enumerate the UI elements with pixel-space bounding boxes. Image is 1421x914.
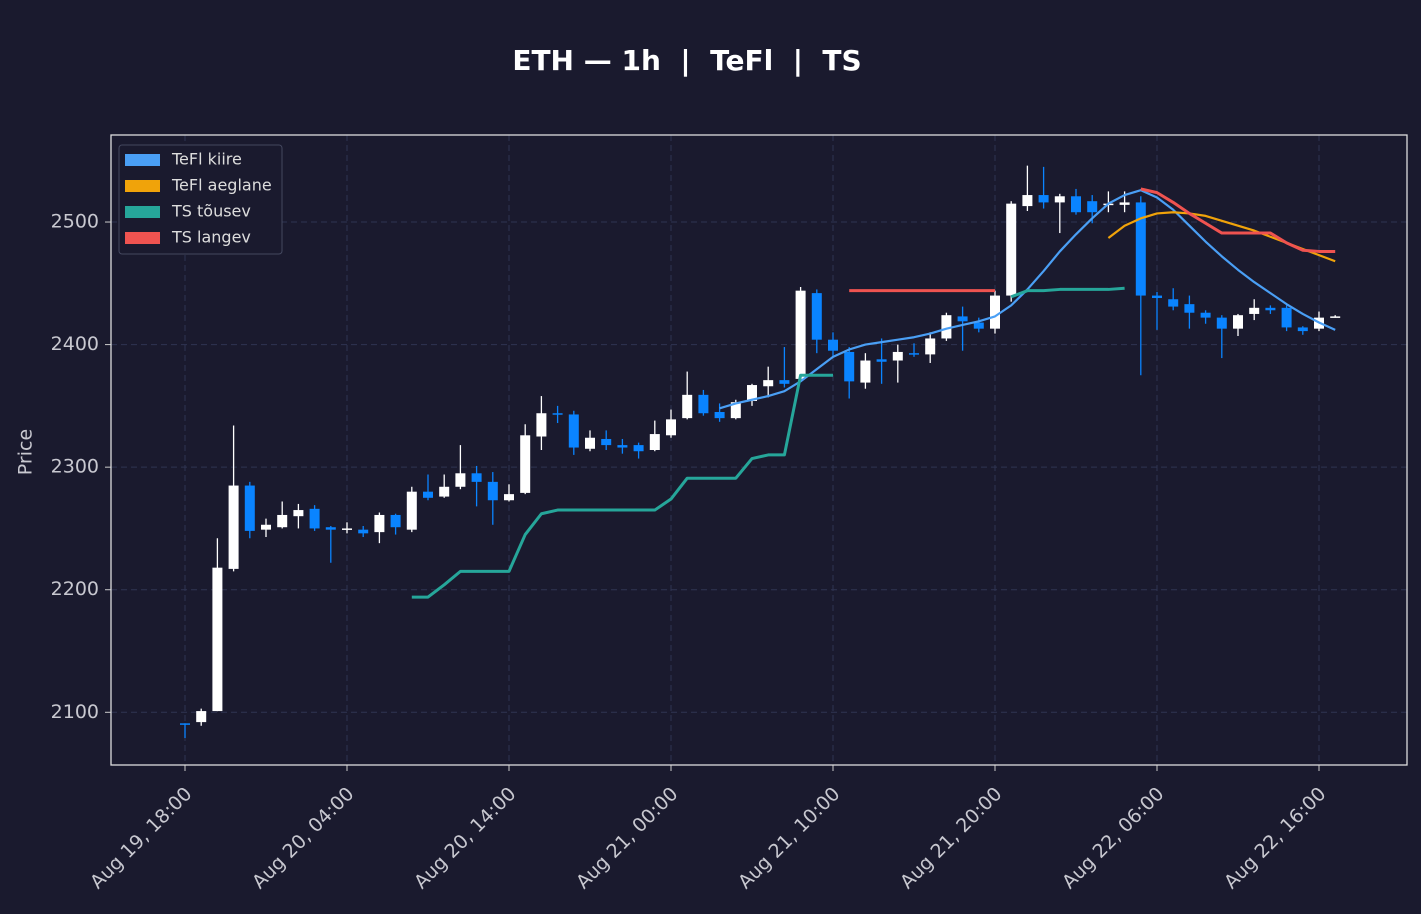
candle-body	[811, 293, 822, 340]
candle-body	[1216, 317, 1227, 329]
candle-body	[795, 290, 806, 379]
chart-title: ETH — 1h | TeFl | TS	[512, 44, 861, 77]
candle-body	[439, 486, 450, 497]
candle-body	[763, 380, 774, 387]
candle-body	[261, 524, 271, 530]
candle-body	[180, 723, 190, 725]
plot-area	[111, 135, 1407, 765]
candle-body	[358, 529, 369, 534]
candle-body	[406, 491, 417, 530]
candle-body	[325, 527, 336, 530]
candle-body	[730, 402, 741, 419]
legend-swatch	[125, 206, 160, 218]
candle-body	[1330, 316, 1341, 318]
candle-body	[1249, 307, 1260, 314]
candle-body	[455, 473, 466, 487]
legend-label: TS tõusev	[171, 202, 251, 221]
candle-body	[892, 351, 903, 361]
y-tick-label: 2500	[51, 211, 99, 233]
candle-body	[633, 445, 644, 452]
candle-body	[1233, 315, 1243, 329]
line-series	[411, 286, 1125, 599]
candle-body	[617, 445, 628, 448]
candle-body	[244, 485, 255, 531]
candle-body	[228, 485, 239, 569]
candle-body	[1038, 195, 1049, 203]
candle-body	[342, 528, 352, 530]
legend-box	[118, 144, 283, 255]
candle-body	[1297, 327, 1308, 332]
candle-body	[1281, 307, 1292, 328]
candle-body	[957, 316, 968, 322]
candle-body	[649, 434, 660, 450]
candle-body	[552, 413, 563, 415]
legend-swatch	[125, 232, 160, 244]
candle-body	[1087, 201, 1098, 213]
candle-body	[747, 385, 757, 401]
legend-label: TS langev	[171, 228, 251, 247]
candle-body	[520, 435, 531, 493]
candle-body	[1265, 307, 1276, 311]
candle-body	[1168, 299, 1179, 307]
candle-body	[277, 514, 288, 528]
candle-body	[601, 438, 612, 446]
candle-body	[779, 380, 790, 384]
candle-body	[568, 414, 579, 448]
legend-swatch	[125, 154, 160, 166]
candle-body	[504, 494, 514, 501]
candle-body	[1152, 295, 1162, 299]
line-series	[849, 187, 1336, 293]
candle-body	[1006, 203, 1017, 296]
candle-body	[487, 481, 498, 501]
candle-body	[909, 353, 919, 355]
candle-body	[1119, 202, 1130, 205]
candle-body	[941, 315, 952, 339]
candle-body	[536, 413, 547, 437]
legend-label: TeFl aeglane	[171, 176, 272, 195]
candle-body	[293, 510, 304, 517]
y-tick-label: 2200	[51, 578, 99, 600]
candle-body	[585, 437, 595, 449]
candle-body	[196, 711, 207, 723]
candle-body	[212, 567, 223, 712]
candle-body	[1054, 196, 1065, 203]
plot-border	[110, 134, 1408, 766]
candle-body	[990, 295, 1000, 329]
y-tick-label: 2300	[51, 456, 99, 478]
candle-body	[309, 508, 320, 529]
y-tick-label: 2100	[51, 701, 99, 723]
candle-body	[666, 419, 676, 436]
legend-swatch	[125, 180, 160, 192]
candle-body	[471, 473, 482, 482]
candle-body	[876, 359, 887, 362]
candle-body	[682, 394, 693, 419]
candle-body	[828, 339, 838, 351]
candle-body	[390, 514, 401, 528]
candle-body	[374, 514, 385, 533]
candle-body	[1200, 312, 1211, 318]
candle-body	[925, 338, 936, 355]
candle-body	[1135, 202, 1146, 296]
candle-body	[1022, 195, 1033, 207]
y-axis-label: Price	[15, 429, 37, 475]
candle-body	[714, 412, 725, 419]
candle-body	[1071, 196, 1081, 213]
candle-body	[973, 322, 984, 329]
y-tick-label: 2400	[51, 333, 99, 355]
legend-label: TeFl kiire	[171, 150, 242, 169]
candle-body	[844, 351, 855, 382]
candle-body	[698, 394, 709, 414]
candle-body	[423, 491, 433, 498]
candle-body	[860, 360, 871, 383]
candle-body	[1184, 304, 1195, 313]
